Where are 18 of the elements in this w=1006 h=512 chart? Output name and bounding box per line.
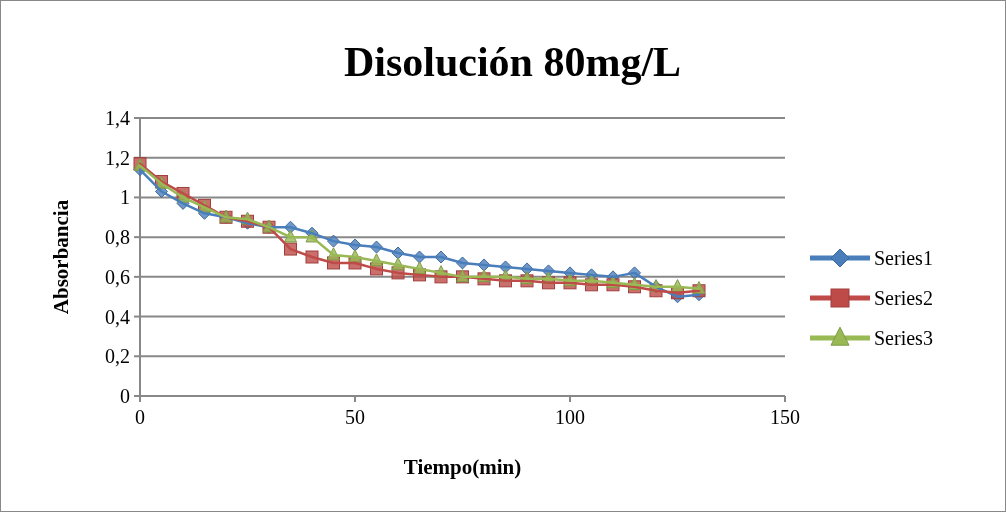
x-axis-title: Tiempo(min) — [403, 455, 522, 479]
y-tick-label: 1 — [120, 186, 130, 209]
y-axis-title: Absorbancia — [49, 199, 73, 315]
chart-title: Disolución 80mg/L — [343, 39, 682, 85]
x-tick-label: 50 — [345, 406, 365, 428]
legend-label: Series3 — [874, 327, 933, 349]
x-tick-label: 150 — [770, 406, 800, 428]
legend-label: Series2 — [874, 287, 933, 309]
y-tick-label: 0 — [120, 385, 130, 407]
y-tick-label: 1,2 — [105, 146, 130, 169]
y-tick-label: 0,8 — [105, 226, 130, 249]
y-tick-label: 0,2 — [105, 345, 130, 368]
y-tick-label: 0,6 — [105, 265, 130, 288]
x-tick-label: 0 — [135, 406, 145, 428]
x-tick-label: 100 — [555, 406, 585, 428]
y-tick-label: 0,4 — [105, 305, 130, 328]
legend-label: Series1 — [874, 247, 933, 269]
y-tick-label: 1,4 — [105, 107, 130, 129]
